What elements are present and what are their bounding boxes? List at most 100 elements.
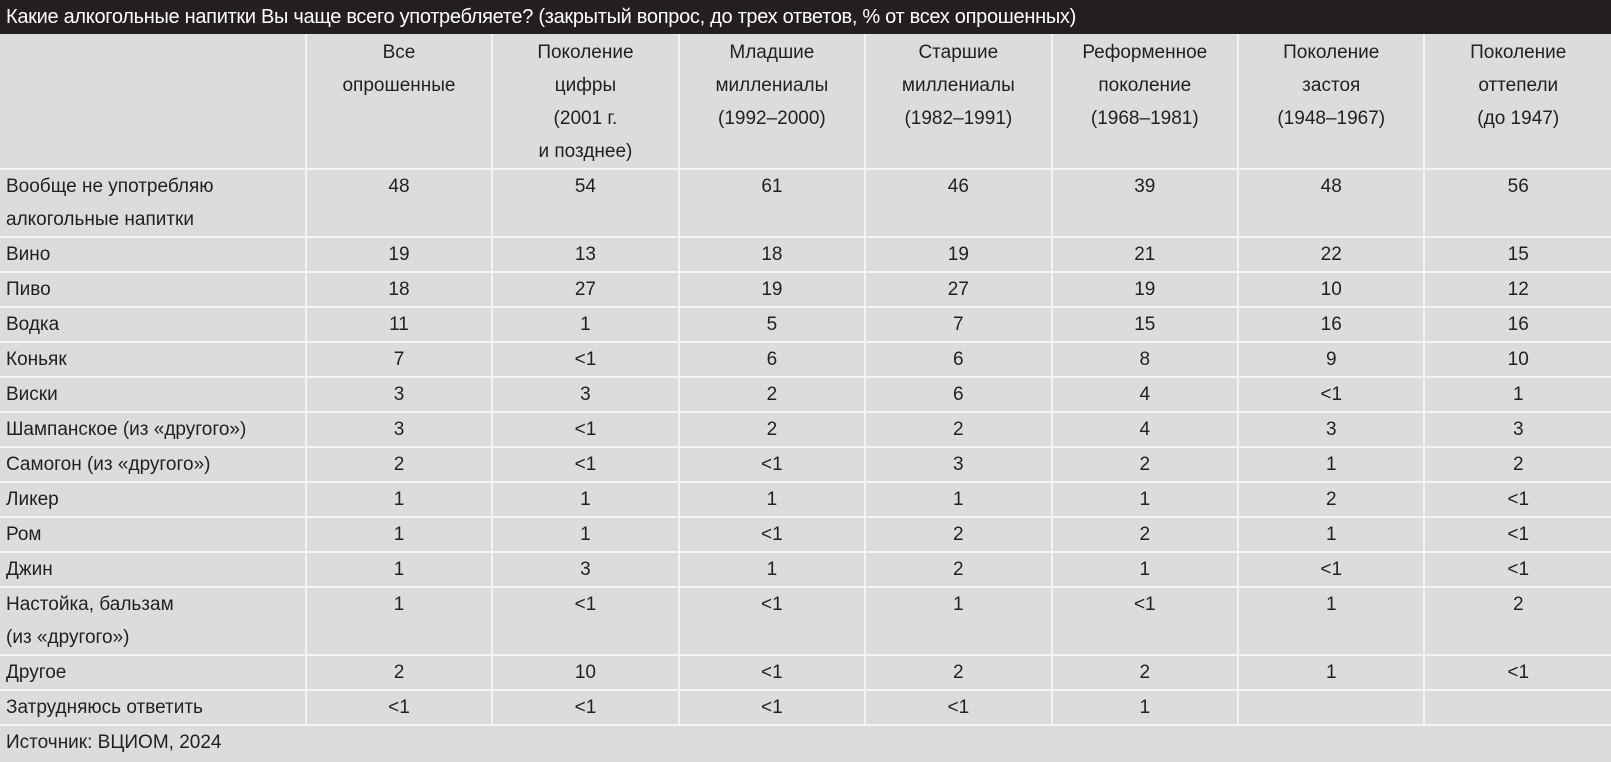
- table-row: Виски 3 3 2 6 4 <1 1: [0, 376, 1611, 413]
- cell-value: 46: [864, 168, 1053, 238]
- cell-value: 2: [1237, 481, 1426, 518]
- row-label: Настойка, бальзам (из «другого»): [0, 586, 307, 656]
- cell-value: 6: [864, 376, 1053, 413]
- cell-value: 2: [1423, 446, 1611, 483]
- cell-value: 1: [1050, 551, 1240, 588]
- cell-value: 18: [304, 271, 494, 308]
- column-header-line: (2001 г.: [553, 108, 618, 129]
- cell-value: 21: [1050, 236, 1240, 273]
- cell-value: 1: [1237, 516, 1426, 553]
- cell-value: <1: [304, 689, 494, 726]
- column-header-line: (до 1947): [1477, 108, 1560, 129]
- cell-value: 2: [1050, 446, 1240, 483]
- column-header-line: миллениалы: [715, 75, 829, 96]
- cell-value: 48: [304, 168, 494, 238]
- cell-value: 7: [304, 341, 494, 378]
- cell-value: 1: [1050, 689, 1240, 726]
- row-label: Водка: [0, 306, 307, 343]
- column-header-line: поколение: [1098, 75, 1192, 96]
- table-row: Затрудняюсь ответить <1 <1 <1 <1 1: [0, 689, 1611, 726]
- row-label-line: Другое: [6, 662, 67, 683]
- cell-value: <1: [677, 516, 867, 553]
- cell-value: 3: [304, 376, 494, 413]
- header-corner: [0, 34, 307, 170]
- cell-value: 16: [1237, 306, 1426, 343]
- row-label-line: Водка: [6, 314, 60, 335]
- column-header-line: и позднее): [538, 141, 633, 162]
- cell-value: 1: [491, 481, 680, 518]
- table-title: Какие алкогольные напитки Вы чаще всего …: [0, 0, 1611, 34]
- row-label: Коньяк: [0, 341, 307, 378]
- row-label: Пиво: [0, 271, 307, 308]
- cell-value: 6: [677, 341, 867, 378]
- column-header-line: миллениалы: [901, 75, 1015, 96]
- cell-value: [1237, 689, 1426, 726]
- cell-value: 19: [677, 271, 867, 308]
- row-label: Ликер: [0, 481, 307, 518]
- cell-value: 39: [1050, 168, 1240, 238]
- cell-value: 5: [677, 306, 867, 343]
- cell-value: <1: [1423, 516, 1611, 553]
- cell-value: <1: [1237, 376, 1426, 413]
- table-row: Шампанское (из «другого») 3 <1 2 2 4 3 3: [0, 411, 1611, 448]
- cell-value: 1: [304, 481, 494, 518]
- row-label-line: Ликер: [6, 489, 59, 510]
- column-header-line: Поколение: [1283, 42, 1380, 63]
- cell-value: 1: [1050, 481, 1240, 518]
- cell-value: 2: [1050, 516, 1240, 553]
- cell-value: 2: [864, 654, 1053, 691]
- cell-value: <1: [1423, 481, 1611, 518]
- cell-value: 15: [1423, 236, 1611, 273]
- column-header-line: Реформенное: [1082, 42, 1208, 63]
- cell-value: 13: [491, 236, 680, 273]
- row-label-line: Коньяк: [6, 349, 67, 370]
- cell-value: 1: [1237, 446, 1426, 483]
- row-label: Джин: [0, 551, 307, 588]
- cell-value: 1: [1237, 654, 1426, 691]
- column-header-line: (1948–1967): [1277, 108, 1386, 129]
- table-row: Водка 11 1 5 7 15 16 16: [0, 306, 1611, 343]
- cell-value: 3: [491, 376, 680, 413]
- row-label: Вообще не употребляю алкогольные напитки: [0, 168, 307, 238]
- row-label-line: Вообще не употребляю: [6, 176, 214, 197]
- column-header-line: Все: [382, 42, 416, 63]
- cell-value: 1: [491, 516, 680, 553]
- cell-value: 12: [1423, 271, 1611, 308]
- cell-value: 18: [677, 236, 867, 273]
- cell-value: 61: [677, 168, 867, 238]
- column-header: Младшие миллениалы (1992–2000): [677, 34, 867, 170]
- cell-value: 2: [677, 376, 867, 413]
- table-row: Вино 19 13 18 19 21 22 15: [0, 236, 1611, 273]
- table-row: Вообще не употребляю алкогольные напитки 4…: [0, 168, 1611, 238]
- column-header: Реформенное поколение (1968–1981): [1050, 34, 1240, 170]
- row-label: Шампанское (из «другого»): [0, 411, 307, 448]
- table-row: Настойка, бальзам (из «другого») 1 <1 <1 1 <1 1…: [0, 586, 1611, 656]
- cell-value: <1: [491, 411, 680, 448]
- cell-value: <1: [1423, 551, 1611, 588]
- cell-value: <1: [491, 689, 680, 726]
- row-label-line: Затрудняюсь ответить: [6, 697, 203, 718]
- row-label-line: (из «другого»): [6, 627, 130, 648]
- source-note: Источник: ВЦИОМ, 2024: [6, 732, 222, 753]
- row-label-line: Пиво: [6, 279, 51, 300]
- cell-value: <1: [1050, 586, 1240, 656]
- cell-value: 1: [864, 481, 1053, 518]
- cell-value: 7: [864, 306, 1053, 343]
- cell-value: <1: [1423, 654, 1611, 691]
- row-label: Ром: [0, 516, 307, 553]
- row-label-line: Настойка, бальзам: [6, 594, 174, 615]
- cell-value: 4: [1050, 411, 1240, 448]
- cell-value: 48: [1237, 168, 1426, 238]
- cell-value: <1: [677, 689, 867, 726]
- table-row: Джин 1 3 1 2 1 <1 <1: [0, 551, 1611, 588]
- table-row: Ром 1 1 <1 2 2 1 <1: [0, 516, 1611, 553]
- row-label-line: Виски: [6, 384, 58, 405]
- row-label-line: Самогон (из «другого»): [6, 454, 211, 475]
- row-label: Вино: [0, 236, 307, 273]
- column-header-line: Старшие: [918, 42, 999, 63]
- cell-value: <1: [677, 446, 867, 483]
- cell-value: [1423, 689, 1611, 726]
- cell-value: 3: [304, 411, 494, 448]
- table-row: Пиво 18 27 19 27 19 10 12: [0, 271, 1611, 308]
- column-header-line: (1992–2000): [718, 108, 826, 129]
